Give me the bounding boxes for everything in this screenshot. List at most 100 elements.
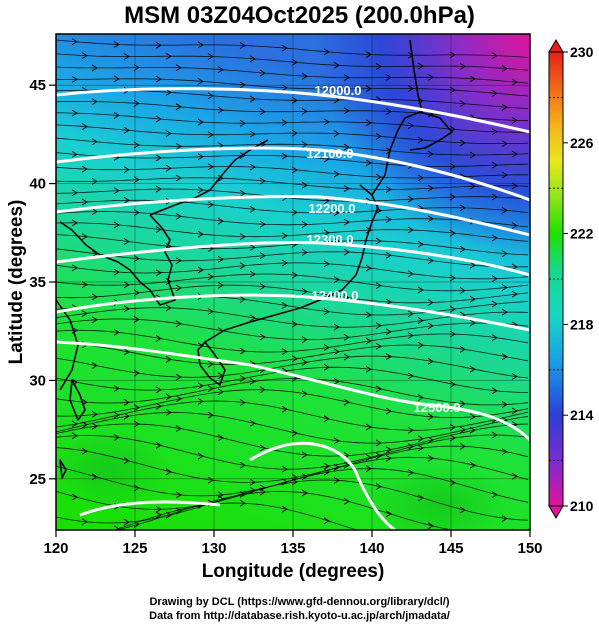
flow-arrow xyxy=(217,388,224,396)
x-tick-label: 135 xyxy=(280,540,305,557)
flow-arrow xyxy=(301,358,308,366)
flow-arrow xyxy=(291,320,298,328)
flow-arrow xyxy=(469,151,476,159)
flow-arrow xyxy=(449,380,456,388)
flow-arrow xyxy=(155,269,162,277)
flow-arrow xyxy=(365,311,372,319)
flow-arrow xyxy=(449,330,456,338)
flow-arrow xyxy=(113,112,120,119)
wind-streamlines xyxy=(56,38,529,545)
flow-arrow xyxy=(407,226,414,234)
flow-arrow xyxy=(407,51,414,59)
flow-arrow xyxy=(71,38,78,46)
streamline xyxy=(56,166,528,179)
flow-arrow xyxy=(449,423,456,431)
flow-arrow xyxy=(91,316,98,324)
streamline xyxy=(56,188,529,202)
streamline xyxy=(56,211,529,228)
flow-arrow xyxy=(133,289,140,297)
flow-arrow xyxy=(491,128,498,136)
flow-arrow xyxy=(511,290,518,298)
flow-arrow xyxy=(511,263,518,271)
flow-arrow xyxy=(417,435,424,443)
flow-arrow xyxy=(249,244,256,251)
flow-arrow xyxy=(239,81,246,89)
flow-arrow xyxy=(175,284,182,292)
flow-arrow xyxy=(301,489,308,497)
flow-arrow xyxy=(323,363,330,371)
streamline xyxy=(56,411,529,444)
flow-arrow xyxy=(491,89,498,97)
flow-arrow xyxy=(123,457,130,465)
flow-arrow xyxy=(259,444,266,452)
flow-arrow xyxy=(217,434,224,442)
flow-arrow xyxy=(449,193,456,201)
flow-arrow xyxy=(259,220,266,228)
flow-arrow xyxy=(323,85,330,93)
flow-arrow xyxy=(491,334,498,342)
flow-arrow xyxy=(427,436,434,444)
flow-arrow xyxy=(365,365,372,373)
flow-arrow xyxy=(207,273,214,281)
colorbar-tick-label: 222 xyxy=(570,226,594,242)
colorbar-tick-label: 214 xyxy=(570,407,594,423)
flow-arrow xyxy=(375,385,382,393)
flow-arrow xyxy=(207,308,214,315)
streamline xyxy=(56,400,529,431)
flow-arrow xyxy=(491,491,498,499)
flow-arrow xyxy=(165,393,172,401)
flow-arrow xyxy=(155,335,162,342)
flow-arrow xyxy=(249,314,256,322)
contour-label: 12100.0 xyxy=(307,146,354,161)
flow-arrow xyxy=(81,421,88,429)
flow-arrow xyxy=(175,373,182,381)
height-contour xyxy=(56,87,530,134)
flow-arrow xyxy=(459,426,466,434)
coastlines xyxy=(56,39,453,479)
flow-arrow xyxy=(511,373,518,380)
flow-arrow xyxy=(72,539,77,545)
flow-arrow xyxy=(123,53,130,60)
flow-arrow xyxy=(71,432,78,440)
flow-arrow xyxy=(239,190,246,197)
height-contour xyxy=(79,500,221,517)
flow-arrow xyxy=(343,353,350,361)
flow-arrow xyxy=(81,518,88,526)
x-tick-label: 125 xyxy=(122,540,147,557)
flow-arrow xyxy=(155,185,162,193)
flow-arrow xyxy=(449,434,456,442)
streamline xyxy=(56,468,529,510)
flow-arrow xyxy=(249,377,256,385)
flow-arrow xyxy=(175,395,182,403)
streamline xyxy=(56,366,529,393)
flow-arrow xyxy=(249,163,256,171)
flow-arrow xyxy=(165,356,172,363)
flow-arrow xyxy=(491,275,498,283)
flow-arrow xyxy=(71,75,78,83)
flow-arrow xyxy=(501,401,508,408)
flow-arrow xyxy=(155,115,162,123)
flow-arrow xyxy=(492,539,497,545)
flow-arrow xyxy=(281,152,288,160)
flow-arrow xyxy=(365,337,372,345)
flow-arrow xyxy=(365,465,372,473)
flow-arrow xyxy=(175,142,182,150)
flow-arrow xyxy=(92,531,97,537)
flow-arrow xyxy=(469,426,476,434)
flow-arrow xyxy=(133,64,140,71)
flow-arrow xyxy=(417,341,424,349)
streamline xyxy=(56,377,529,406)
contour-label: 12300.0 xyxy=(307,232,354,247)
flow-arrow xyxy=(511,472,518,480)
flow-arrow xyxy=(81,310,88,317)
flow-arrow xyxy=(175,491,182,499)
flow-arrow xyxy=(501,65,508,72)
flow-arrow xyxy=(259,141,266,148)
flow-arrow xyxy=(385,298,392,306)
flow-arrow xyxy=(155,441,162,449)
flow-arrow xyxy=(239,296,246,303)
flow-arrow xyxy=(217,106,224,114)
flow-arrow xyxy=(343,248,350,256)
flow-arrow xyxy=(417,394,424,401)
flow-arrow xyxy=(365,119,372,127)
